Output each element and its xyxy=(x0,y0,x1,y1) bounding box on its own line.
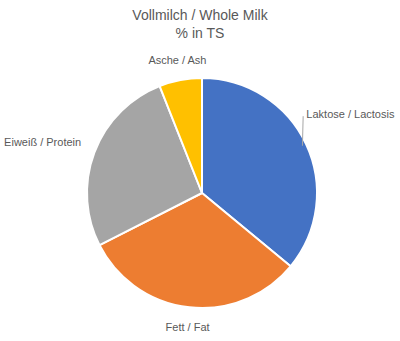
chart-subtitle: % in TS xyxy=(176,25,225,41)
slice-label: Asche / Ash xyxy=(148,54,206,66)
chart-container: Vollmilch / Whole Milk % in TS Laktose / L… xyxy=(0,0,400,341)
slice-label: Fett / Fat xyxy=(166,321,210,333)
chart-svg: Vollmilch / Whole Milk % in TS Laktose / L… xyxy=(0,0,400,341)
background xyxy=(0,0,400,341)
pie-slice xyxy=(160,78,202,193)
chart-title: Vollmilch / Whole Milk xyxy=(132,7,268,23)
leader-line xyxy=(302,116,304,146)
slice-label: Eiweiß / Protein xyxy=(4,136,81,148)
slice-label: Laktose / Lactosis xyxy=(306,108,395,120)
labels: Laktose / Lactosis Fett / Fat Eiweiß / Pro… xyxy=(4,54,395,333)
slices xyxy=(87,78,317,308)
